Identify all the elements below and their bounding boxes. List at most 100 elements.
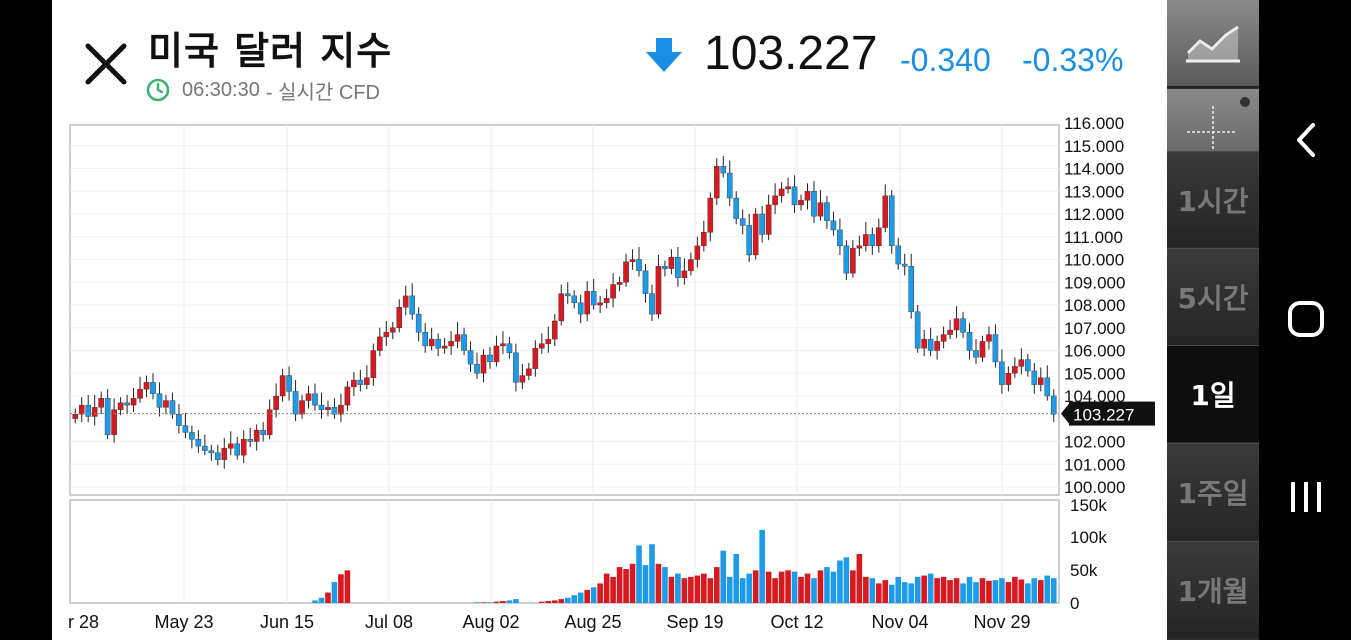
volume-bar — [571, 595, 578, 603]
candle-body — [318, 404, 325, 410]
volume-bar — [869, 578, 876, 603]
volume-bar — [577, 592, 584, 603]
volume-bar — [888, 584, 895, 603]
candle-body — [953, 318, 960, 331]
x-tick-label: Sep 19 — [666, 612, 723, 632]
candle-body — [519, 375, 526, 383]
price-chart[interactable]: 116.000 115.000 114.000 113.000 112.000 111.0… — [52, 0, 1167, 640]
candle-body — [338, 404, 344, 415]
candle-body — [888, 195, 895, 247]
volume-bar — [850, 570, 856, 603]
y-tick-label: 101.000 — [1064, 455, 1125, 474]
candle-body — [720, 166, 727, 174]
candle-body — [104, 398, 111, 435]
volume-bar — [675, 573, 681, 603]
candle-body — [422, 332, 428, 347]
candle-body — [150, 382, 156, 394]
close-icon[interactable] — [82, 40, 130, 88]
candle-body — [584, 291, 590, 315]
candle-body — [111, 409, 117, 435]
candle-body — [636, 259, 642, 272]
timeframe-tab-2[interactable]: 5시간 — [1167, 248, 1259, 345]
timeframe-tab-1[interactable]: 1시간 — [1167, 151, 1259, 247]
volume-bar — [875, 583, 882, 603]
candle-body — [577, 302, 584, 315]
candle-body — [98, 398, 104, 408]
volume-bar — [720, 550, 727, 603]
y-tick-label: 109.000 — [1064, 273, 1125, 292]
candle-body — [370, 350, 377, 378]
volume-bar — [824, 567, 830, 603]
timeframe-tab-5[interactable]: 1개월 — [1167, 541, 1259, 638]
volume-bar — [694, 575, 701, 603]
x-tick-label: Nov 04 — [871, 612, 928, 632]
volume-bar — [331, 582, 338, 603]
volume-bar — [843, 557, 850, 603]
x-tick-label: May 23 — [154, 612, 213, 632]
x-tick-label: r 28 — [68, 612, 99, 632]
x-tick-label: Jun 15 — [260, 612, 314, 632]
timeframe-tab-3[interactable]: 1일 — [1167, 345, 1259, 442]
candle-body — [474, 363, 480, 374]
candle-body — [415, 313, 422, 333]
volume-bar — [493, 601, 500, 603]
volume-bar — [545, 601, 552, 603]
candle-body — [156, 393, 163, 408]
volume-bar — [701, 573, 707, 603]
candle-body — [513, 352, 519, 383]
volume-tick-label: 100k — [1070, 528, 1107, 547]
y-tick-label: 107.000 — [1064, 319, 1125, 338]
candle-body — [843, 245, 850, 274]
candle-body — [927, 338, 934, 351]
candle-body — [798, 200, 804, 206]
y-tick-label: 111.000 — [1064, 228, 1123, 247]
last-price-pointer — [1061, 403, 1069, 424]
volume-bar — [1037, 580, 1044, 603]
volume-bar — [739, 578, 746, 603]
candle-body — [551, 320, 558, 340]
candle-body — [163, 400, 169, 408]
volume-bar — [325, 592, 331, 603]
volume-bar — [856, 554, 863, 603]
candle-body — [623, 261, 629, 283]
y-tick-label: 102.000 — [1064, 433, 1125, 452]
volume-bar — [1005, 582, 1012, 603]
candle-body — [344, 386, 351, 406]
candle-body — [785, 186, 791, 190]
timeframe-tab-4[interactable]: 1주일 — [1167, 443, 1259, 540]
chart-type-button[interactable] — [1167, 0, 1259, 88]
candle-body — [882, 195, 889, 228]
candle-body — [448, 341, 454, 347]
candle-body — [389, 327, 396, 333]
candle-body — [850, 247, 856, 274]
candle-body — [227, 443, 234, 449]
candle-body — [221, 448, 228, 460]
candle-body — [947, 329, 953, 335]
candle-body — [215, 452, 221, 460]
candle-body — [830, 220, 837, 231]
candle-body — [253, 429, 260, 442]
volume-bar — [506, 600, 513, 603]
volume-bar — [662, 567, 668, 603]
volume-bar — [778, 571, 785, 603]
candle-body — [934, 341, 940, 351]
y-tick-label: 112.000 — [1064, 205, 1124, 224]
volume-bar — [642, 565, 649, 603]
candle-body — [1012, 366, 1018, 374]
candle-body — [402, 295, 409, 308]
x-tick-label: Oct 12 — [770, 612, 823, 632]
volume-bar — [318, 597, 325, 603]
volume-bar — [830, 571, 837, 603]
recent-apps-icon[interactable] — [1281, 472, 1331, 522]
candle-body — [759, 213, 765, 235]
candle-body — [137, 388, 143, 399]
home-icon[interactable] — [1281, 294, 1331, 344]
volume-bar — [817, 570, 824, 603]
candle-body — [999, 361, 1005, 385]
candle-body — [824, 202, 830, 222]
volume-bar — [603, 573, 610, 603]
back-icon[interactable] — [1281, 115, 1331, 165]
volume-bar — [681, 578, 688, 603]
volume-bar — [668, 576, 675, 603]
volume-bar — [863, 576, 869, 603]
